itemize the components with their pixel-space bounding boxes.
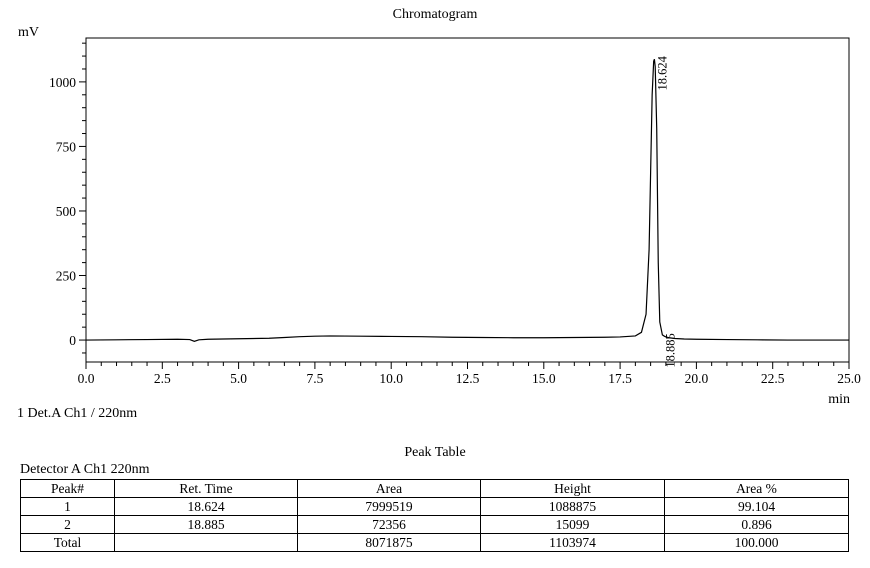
column-header-height: Height: [480, 479, 665, 498]
x-tick-label: 7.5: [306, 371, 323, 386]
table-cell: 72356: [297, 515, 481, 534]
detector-label: 1 Det.A Ch1 / 220nm: [17, 406, 138, 421]
table-cell: 7999519: [297, 497, 481, 516]
table-cell: 99.104: [664, 497, 849, 516]
table-cell: [114, 533, 298, 552]
series-line: [85, 58, 849, 342]
table-row-total: Total 8071875 1103974 100.000: [20, 533, 849, 552]
x-tick-label: 17.5: [608, 371, 632, 386]
plot-frame: [85, 37, 850, 363]
chart-title: Chromatogram: [393, 7, 478, 22]
x-tick-label: 10.0: [379, 371, 403, 386]
y-tick-label: 1000: [49, 75, 76, 90]
x-tick-label: 15.0: [532, 371, 556, 386]
column-header-area: Area: [297, 479, 481, 498]
chromatogram-chart: Chromatogram mV min 0.0 2.5 5.0 7.5 10.0 12.5 15.…: [18, 7, 861, 407]
y-axis-label: mV: [18, 25, 39, 40]
x-tick-label: 12.5: [456, 371, 480, 386]
column-header-ret-time: Ret. Time: [114, 479, 298, 498]
x-tick-label: 22.5: [761, 371, 785, 386]
y-tick-label: 250: [56, 269, 77, 284]
table-cell: 15099: [480, 515, 665, 534]
y-tick-label: 750: [56, 139, 77, 154]
table-cell: 1103974: [480, 533, 665, 552]
x-axis-label: min: [828, 392, 850, 407]
x-tick-label: 5.0: [230, 371, 247, 386]
table-cell: Total: [20, 533, 115, 552]
table-cell: 0.896: [664, 515, 849, 534]
y-tick-label: 500: [56, 204, 77, 219]
table-cell: 18.624: [114, 497, 298, 516]
column-header-peak-number: Peak#: [20, 479, 115, 498]
x-tick-label: 0.0: [78, 371, 95, 386]
peak-table-title: Peak Table: [404, 445, 466, 460]
table-cell: 8071875: [297, 533, 481, 552]
peak-annotation: 18.885: [663, 333, 677, 367]
table-cell: 2: [20, 515, 115, 534]
table-header-row: Peak# Ret. Time Area Height Area %: [20, 479, 849, 498]
table-row: 2 18.885 72356 15099 0.896: [20, 515, 849, 534]
peak-table: Peak# Ret. Time Area Height Area % 1 18.…: [20, 479, 849, 552]
table-cell: 1: [20, 497, 115, 516]
x-tick-label: 2.5: [154, 371, 171, 386]
peak-table-detector: Detector A Ch1 220nm: [20, 462, 150, 477]
y-tick-label: 0: [69, 333, 76, 348]
table-cell: 1088875: [480, 497, 665, 516]
column-header-area-percent: Area %: [664, 479, 849, 498]
peak-annotation: 18.624: [655, 55, 669, 90]
table-row: 1 18.624 7999519 1088875 99.104: [20, 497, 849, 516]
table-cell: 100.000: [664, 533, 849, 552]
table-cell: 18.885: [114, 515, 298, 534]
x-tick-label: 20.0: [685, 371, 709, 386]
x-tick-label: 25.0: [837, 371, 861, 386]
